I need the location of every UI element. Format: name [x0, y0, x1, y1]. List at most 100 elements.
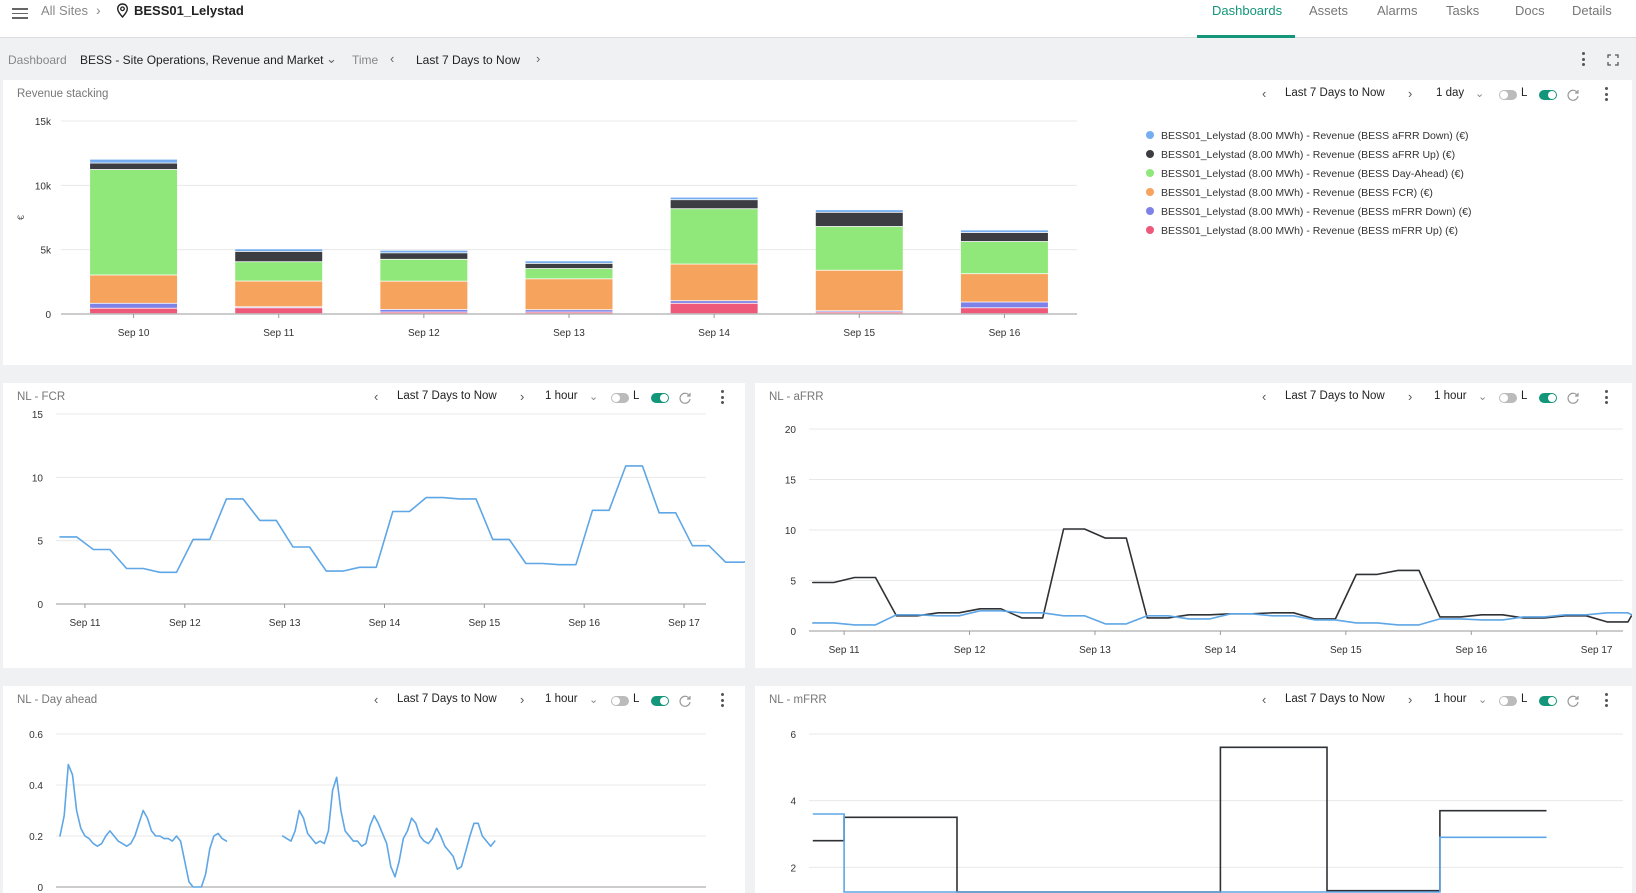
interval-select[interactable]: 1 hour: [1434, 693, 1467, 705]
toggle-switch[interactable]: [1499, 696, 1517, 706]
legend-swatch: [1146, 131, 1154, 140]
y-tick-label: 0: [37, 600, 43, 611]
bar-segment-mfrr-down: [525, 310, 613, 312]
interval-select[interactable]: 1 day: [1436, 87, 1465, 99]
tab-assets[interactable]: Assets: [1309, 3, 1349, 18]
tab-docs[interactable]: Docs: [1515, 3, 1545, 18]
x-tick-label: Sep 11: [69, 618, 100, 629]
time-next-icon[interactable]: ›: [536, 51, 541, 66]
chevron-down-icon[interactable]: ⌄: [589, 391, 599, 403]
bar-segment-afrr-up: [960, 232, 1048, 242]
toggle-switch[interactable]: [611, 696, 629, 706]
y-tick-label: 10: [785, 526, 797, 537]
series-line: [812, 528, 1632, 623]
x-tick-label: Sep 11: [263, 328, 294, 339]
dashboard-select[interactable]: BESS - Site Operations, Revenue and Mark…: [80, 53, 324, 67]
dashboard-toolbar: Dashboard BESS - Site Operations, Revenu…: [0, 44, 1636, 76]
chevron-down-icon[interactable]: ⌄: [1478, 694, 1488, 706]
toggle-switch-on[interactable]: [1539, 696, 1557, 706]
fcr-line-chart: 0 5 10 15 Sep 11 Sep 12 Sep 13 Sep 14 Sep 15 Sep …: [32, 410, 745, 629]
time-range-value[interactable]: Last 7 Days to Now: [416, 53, 521, 67]
range-prev-icon[interactable]: ‹: [374, 389, 379, 404]
tab-dashboards[interactable]: Dashboards: [1212, 3, 1283, 18]
range-label[interactable]: Last 7 Days to Now: [1285, 693, 1385, 705]
tab-tasks[interactable]: Tasks: [1446, 3, 1480, 18]
range-next-icon[interactable]: ›: [520, 692, 525, 707]
y-tick-label: 5: [37, 537, 43, 548]
range-label[interactable]: Last 7 Days to Now: [1285, 87, 1385, 99]
refresh-icon[interactable]: [678, 391, 692, 405]
panel-title: NL - FCR: [17, 391, 66, 403]
panel-more-icon[interactable]: [1605, 390, 1609, 407]
panel-more-icon[interactable]: [721, 390, 725, 407]
bar-segment-mfrr-up: [670, 303, 758, 314]
nl-day-ahead-panel: NL - Day ahead ‹ Last 7 Days to Now › 1 …: [3, 686, 745, 893]
legend-item[interactable]: BESS01_Lelystad (8.00 MWh) - Revenue (BE…: [1146, 187, 1471, 206]
legend-item[interactable]: BESS01_Lelystad (8.00 MWh) - Revenue (BE…: [1146, 225, 1471, 244]
tab-details[interactable]: Details: [1572, 3, 1612, 18]
interval-select[interactable]: 1 hour: [545, 390, 578, 402]
legend-label: BESS01_Lelystad (8.00 MWh) - Revenue (BE…: [1161, 187, 1433, 199]
range-next-icon[interactable]: ›: [1408, 389, 1413, 404]
legend-item[interactable]: BESS01_Lelystad (8.00 MWh) - Revenue (BE…: [1146, 206, 1471, 225]
legend-item[interactable]: BESS01_Lelystad (8.00 MWh) - Revenue (BE…: [1146, 149, 1471, 168]
y-tick-label: 5k: [40, 246, 52, 257]
refresh-icon[interactable]: [1566, 88, 1580, 102]
chevron-down-icon[interactable]: ⌄: [589, 694, 599, 706]
y-tick-label: 0.6: [29, 730, 43, 741]
revenue-bar-chart: 0 5k 10k 15k € Sep 10 Sep 11 Sep 12 Sep 13 Sep 14…: [16, 117, 1077, 339]
breadcrumb-all-sites[interactable]: All Sites: [41, 3, 88, 18]
bar-segment-day-ahead: [670, 209, 758, 264]
series-line: [59, 465, 745, 574]
tab-alarms[interactable]: Alarms: [1377, 3, 1418, 18]
toggle-switch-on[interactable]: [651, 696, 669, 706]
toggle-switch[interactable]: [1499, 393, 1517, 403]
refresh-icon[interactable]: [1566, 391, 1580, 405]
interval-select[interactable]: 1 hour: [545, 693, 578, 705]
interval-select[interactable]: 1 hour: [1434, 390, 1467, 402]
bar-segment-afrr-up: [380, 253, 468, 259]
range-prev-icon[interactable]: ‹: [374, 692, 379, 707]
range-next-icon[interactable]: ›: [1408, 692, 1413, 707]
bar-segment-afrr-up: [525, 263, 613, 269]
refresh-icon[interactable]: [1566, 694, 1580, 708]
series-line: [812, 746, 1547, 893]
range-label[interactable]: Last 7 Days to Now: [397, 390, 497, 402]
location-pin-icon: [116, 3, 129, 18]
panel-more-icon[interactable]: [1605, 693, 1609, 710]
chevron-down-icon[interactable]: ⌄: [326, 51, 337, 66]
toggle-switch[interactable]: [611, 393, 629, 403]
legend-item[interactable]: BESS01_Lelystad (8.00 MWh) - Revenue (BE…: [1146, 168, 1471, 187]
range-label[interactable]: Last 7 Days to Now: [397, 693, 497, 705]
toggle-switch-on[interactable]: [1539, 90, 1557, 100]
y-tick-label: 0.2: [29, 832, 43, 843]
toggle-switch[interactable]: [1499, 90, 1517, 100]
toggle-switch-on[interactable]: [651, 393, 669, 403]
chevron-down-icon[interactable]: ⌄: [1475, 88, 1485, 100]
fullscreen-icon[interactable]: [1607, 54, 1619, 66]
bar-segment-mfrr-up: [525, 312, 613, 314]
range-label[interactable]: Last 7 Days to Now: [1285, 390, 1385, 402]
bar-segment-afrr-up: [815, 212, 903, 227]
breadcrumb-site[interactable]: BESS01_Lelystad: [134, 3, 244, 18]
toggle-switch-on[interactable]: [1539, 393, 1557, 403]
more-options-icon[interactable]: [1582, 52, 1586, 69]
range-next-icon[interactable]: ›: [1408, 86, 1413, 101]
range-prev-icon[interactable]: ‹: [1262, 692, 1267, 707]
panel-more-icon[interactable]: [721, 693, 725, 710]
chevron-down-icon[interactable]: ⌄: [1478, 391, 1488, 403]
panel-title: NL - Day ahead: [17, 694, 98, 706]
x-tick-label: Sep 15: [468, 618, 500, 629]
top-bar: All Sites › BESS01_Lelystad Dashboards A…: [0, 0, 1636, 38]
series-line: [59, 763, 228, 888]
hamburger-menu-icon[interactable]: [12, 5, 28, 19]
panel-more-icon[interactable]: [1605, 87, 1609, 104]
refresh-icon[interactable]: [678, 694, 692, 708]
time-prev-icon[interactable]: ‹: [390, 51, 395, 66]
range-next-icon[interactable]: ›: [520, 389, 525, 404]
y-axis-label: €: [16, 215, 26, 220]
range-prev-icon[interactable]: ‹: [1262, 389, 1267, 404]
range-prev-icon[interactable]: ‹: [1262, 86, 1267, 101]
y-tick-label: 20: [785, 425, 797, 436]
legend-item[interactable]: BESS01_Lelystad (8.00 MWh) - Revenue (BE…: [1146, 130, 1471, 149]
